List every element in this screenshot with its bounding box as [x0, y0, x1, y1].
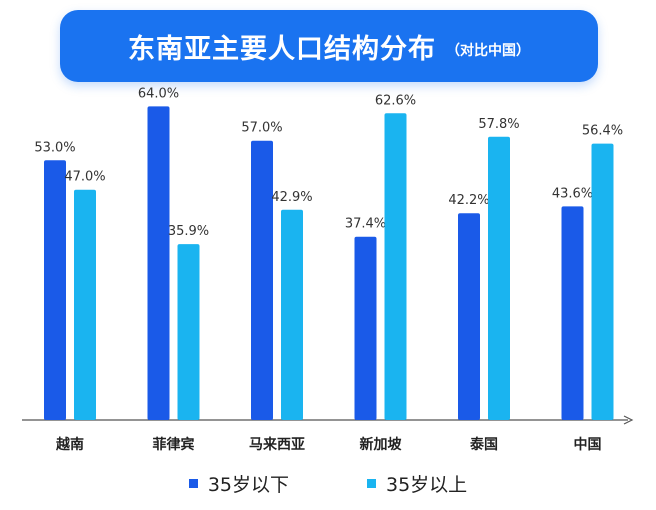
data-label-1-4: 57.8%: [478, 117, 519, 132]
data-label-0-4: 42.2%: [448, 193, 489, 208]
x-tick-label-5: 中国: [574, 436, 602, 453]
x-tick-label-2: 马来西亚: [249, 437, 305, 453]
data-label-1-5: 56.4%: [582, 124, 623, 139]
legend-item-under-35: 35岁以下: [188, 470, 289, 497]
data-label-0-1: 64.0%: [138, 86, 179, 101]
data-label-0-5: 43.6%: [552, 186, 593, 201]
legend-label-under-35: 35岁以下: [207, 474, 289, 496]
bar-1-1: [177, 244, 200, 420]
legend-swatch-over-35: [367, 479, 376, 488]
data-label-0-2: 57.0%: [241, 121, 282, 136]
bar-0-2: [251, 140, 273, 420]
data-label-1-0: 47.0%: [64, 170, 105, 185]
bar-0-4: [458, 213, 480, 420]
chart-subtitle: （对比中国）: [446, 43, 530, 59]
legend-swatch-under-35: [188, 479, 198, 488]
legend-label-over-35: 35岁以上: [386, 474, 468, 496]
bar-0-0: [44, 160, 66, 421]
data-label-1-3: 62.6%: [375, 93, 416, 108]
x-tick-label-4: 泰国: [469, 436, 498, 453]
x-tick-label-3: 新加坡: [360, 436, 403, 453]
x-axis-arrow-icon: [623, 415, 634, 425]
x-tick-label-1: 菲律宾: [153, 436, 195, 453]
bar-1-5: [591, 143, 614, 420]
data-label-0-3: 37.4%: [345, 217, 386, 232]
x-tick-label-0: 越南: [55, 436, 84, 453]
legend-item-over-35: 35岁以上: [367, 470, 467, 497]
legend: 35岁以下 35岁以上: [0, 470, 656, 497]
bar-0-3: [354, 236, 377, 420]
data-label-1-1: 35.9%: [168, 224, 209, 239]
data-label-0-0: 53.0%: [34, 140, 75, 155]
bar-0-1: [147, 106, 170, 421]
bar-1-3: [384, 113, 407, 420]
bar-1-0: [74, 189, 96, 420]
bar-0-5: [561, 206, 584, 420]
title-banner: 东南亚主要人口结构分布 （对比中国）: [60, 10, 598, 82]
bar-1-4: [488, 136, 510, 420]
data-label-1-2: 42.9%: [271, 190, 312, 205]
bar-1-2: [281, 209, 303, 420]
chart-title: 东南亚主要人口结构分布: [128, 33, 436, 65]
